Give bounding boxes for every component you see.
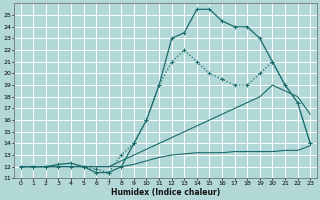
X-axis label: Humidex (Indice chaleur): Humidex (Indice chaleur) <box>111 188 220 197</box>
